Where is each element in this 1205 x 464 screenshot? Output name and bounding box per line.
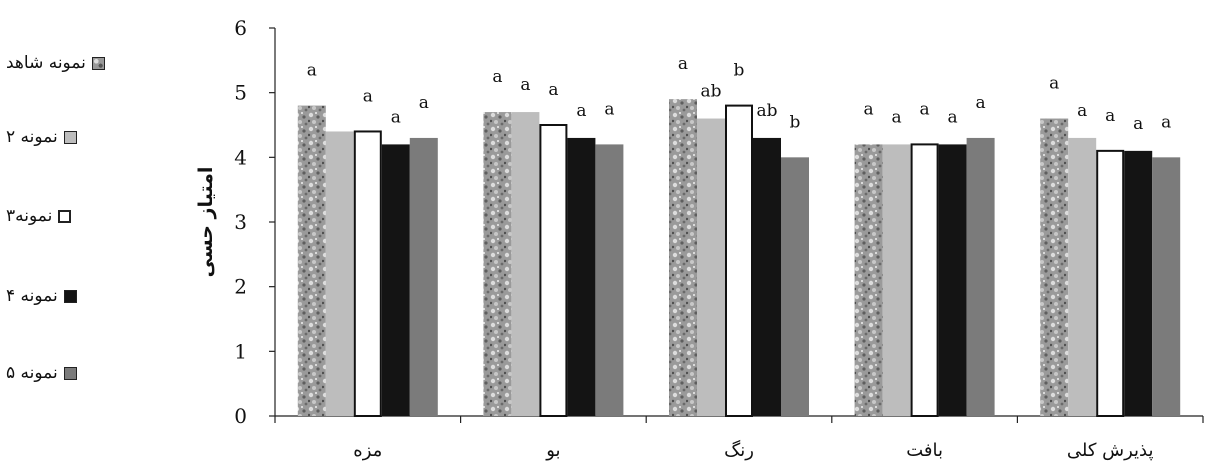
significance-letter: a (307, 61, 317, 81)
y-tick-label: 2 (234, 275, 247, 299)
legend-item: نمونه ۴ (6, 285, 77, 307)
legend-label: نمونه ۵ (6, 363, 58, 383)
legend-swatch (63, 289, 77, 303)
x-tick-label: رنگ (724, 439, 754, 461)
y-axis-label: امتیاز حسی (195, 167, 217, 278)
significance-letter: a (678, 54, 688, 74)
legend-label: نمونه۳ (6, 206, 53, 226)
legend: نمونه شاهد نمونه ۲ نمونه۳ نمونه ۴ نمونه ۵ (0, 0, 160, 464)
bar (567, 137, 596, 416)
significance-letter: a (520, 75, 530, 95)
bar (753, 137, 781, 416)
bar (966, 137, 995, 416)
significance-letter: a (864, 99, 874, 119)
bar (882, 144, 911, 416)
bar (1068, 137, 1097, 416)
x-tick-label: پذیرش کلی (1067, 440, 1154, 461)
bar (381, 144, 410, 416)
legend-swatch (63, 130, 77, 144)
y-tick-label: 0 (234, 404, 247, 428)
significance-letter: ab (700, 82, 721, 102)
legend-item: نمونه ۵ (6, 362, 77, 384)
bar (1040, 118, 1069, 417)
significance-letter: a (1049, 74, 1059, 94)
legend-label: نمونه ۲ (6, 127, 58, 147)
significance-letter: a (492, 67, 502, 87)
bar (1096, 149, 1125, 417)
bar (511, 112, 540, 417)
bar (353, 130, 382, 417)
bars (297, 99, 1181, 417)
significance-letter: a (604, 99, 614, 119)
bar (697, 118, 725, 417)
bar (483, 112, 512, 417)
bar (938, 144, 967, 416)
bar (1152, 157, 1181, 417)
bar (325, 131, 354, 416)
bar (595, 144, 624, 416)
legend-swatch (91, 56, 105, 70)
significance-letter: a (391, 107, 401, 127)
significance-letter: a (892, 107, 902, 127)
bar (409, 137, 438, 416)
bar (854, 144, 883, 416)
bar (910, 143, 939, 417)
significance-letter: a (976, 93, 986, 113)
legend-label: نمونه ۴ (6, 286, 58, 306)
significance-letter: a (948, 107, 958, 127)
bar (539, 124, 568, 417)
x-tick-label: مزه (353, 440, 382, 461)
legend-item: نمونه۳ (6, 205, 72, 227)
legend-swatch (58, 209, 72, 223)
axes: 0 1 2 3 4 5 6 مزه بو رنگ بافت پذیرش کلی (234, 16, 1204, 461)
bar (1124, 150, 1153, 416)
significance-letter: a (920, 99, 930, 119)
significance-letter: a (576, 101, 586, 121)
significance-letter: a (1133, 114, 1143, 134)
legend-item: نمونه ۲ (6, 126, 77, 148)
significance-letter: a (1077, 101, 1087, 121)
y-tick-label: 3 (234, 210, 247, 234)
bar (781, 157, 809, 417)
significance-letter: b (790, 112, 801, 132)
significance-letter: a (419, 93, 429, 113)
y-tick-label: 5 (234, 81, 247, 105)
x-tick-label: بافت (906, 440, 943, 461)
significance-letter: ab (756, 101, 777, 121)
y-tick-label: 1 (234, 339, 247, 363)
legend-label: نمونه شاهد (6, 53, 86, 73)
legend-swatch (63, 366, 77, 380)
significance-letter: a (1161, 112, 1171, 132)
bar (725, 104, 753, 417)
y-tick-label: 4 (234, 145, 247, 169)
bar (669, 99, 697, 416)
legend-item: نمونه شاهد (6, 52, 105, 74)
x-tick-label: بو (545, 440, 560, 461)
bar (297, 105, 326, 416)
significance-letter: a (363, 86, 373, 106)
significance-letter: a (1105, 106, 1115, 126)
significance-letter: a (548, 80, 558, 100)
significance-letter: b (734, 61, 745, 81)
y-tick-label: 6 (234, 16, 247, 40)
